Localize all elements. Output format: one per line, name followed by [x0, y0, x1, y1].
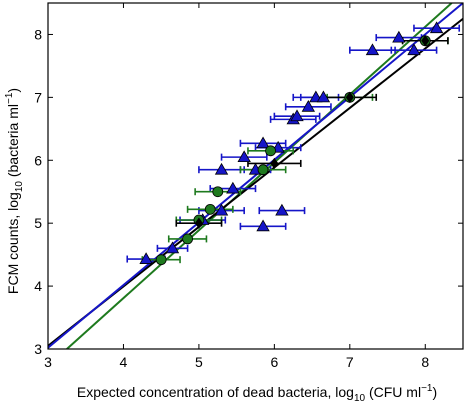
data-point-circle: [204, 203, 216, 215]
data-point-triangle: [392, 30, 406, 43]
fit-line: [66, 3, 453, 349]
data-point-diamond: [270, 157, 279, 170]
data-point-triangle: [214, 203, 229, 216]
data-point-circle: [212, 186, 224, 198]
data-point-triangle: [237, 150, 251, 163]
data-point-triangle: [139, 252, 153, 264]
plot-frame: [47, 2, 464, 350]
axes: 3 4 5 6 7 8 3 4 5 6 7 8: [34, 2, 464, 370]
data-point-circle: [265, 145, 276, 157]
x-axis-label: Expected concentration of dead bacteria,…: [77, 383, 437, 404]
data-point-diamond: [421, 35, 430, 47]
y-tick-label: 7: [34, 89, 42, 105]
x-tick-label: 7: [346, 354, 354, 370]
y-tick-label: 5: [34, 215, 42, 231]
plot-area: [48, 3, 463, 349]
data-point-triangle: [301, 99, 316, 112]
data-point-diamond: [194, 217, 203, 229]
data-point-triangle: [290, 109, 304, 122]
x-tick-label: 5: [195, 354, 203, 370]
data-point-circle: [257, 164, 269, 176]
y-axis-label: FCM counts, log10 (bacteria ml−1): [4, 88, 25, 294]
data-point-triangle: [256, 219, 270, 232]
y-tick-label: 8: [34, 26, 42, 42]
data-point-triangle: [275, 203, 289, 216]
data-point-triangle: [256, 136, 270, 149]
data-point-triangle: [365, 43, 380, 56]
data-point-diamond: [345, 91, 354, 104]
x-tick-label: 8: [421, 354, 429, 370]
x-tick-label: 3: [44, 354, 52, 370]
data-point-circle: [182, 233, 193, 245]
data-point-circle: [155, 254, 167, 266]
data-point-triangle: [214, 162, 229, 175]
fit-line: [48, 3, 463, 349]
x-tick-label: 4: [120, 354, 128, 370]
data-point-triangle: [165, 241, 180, 254]
data-point-triangle: [429, 21, 444, 34]
x-tick-label: 6: [270, 354, 278, 370]
data-point-triangle: [316, 90, 331, 103]
y-tick-label: 6: [34, 152, 42, 168]
y-tick-label: 4: [34, 278, 42, 294]
y-tick-label: 3: [34, 341, 42, 357]
data-point-triangle: [226, 181, 240, 194]
data-point-triangle: [407, 43, 421, 56]
